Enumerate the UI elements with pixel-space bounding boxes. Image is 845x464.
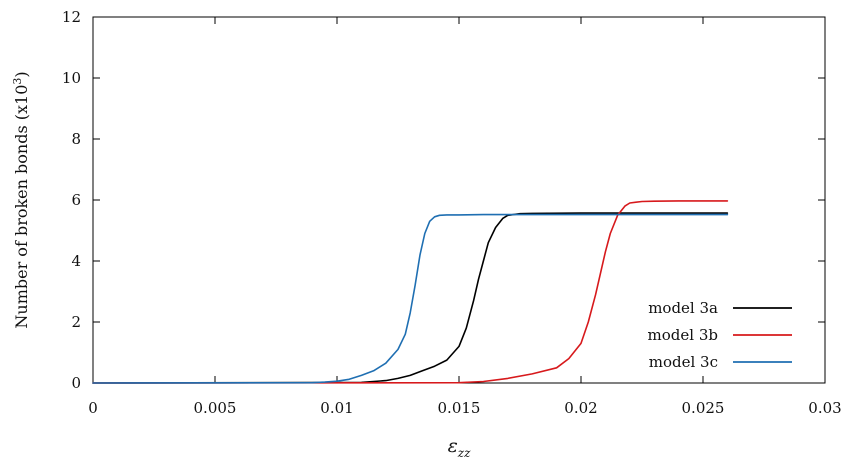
x-tick-label: 0.02 — [564, 399, 597, 417]
legend-label: model 3b — [648, 326, 718, 344]
x-tick-label: 0.015 — [438, 399, 481, 417]
x-tick-label: 0.025 — [682, 399, 725, 417]
series-layer — [92, 200, 729, 384]
y-tick-label: 2 — [71, 313, 81, 331]
x-tick-label: 0.005 — [194, 399, 237, 417]
x-axis-ticks: 0 0.005 0.01 0.015 0.02 0.025 0.03 — [88, 17, 842, 417]
y-tick-label: 6 — [71, 191, 81, 209]
legend-label: model 3c — [649, 353, 718, 371]
x-axis-title-main: ε — [448, 435, 458, 457]
series-line-model-3a — [92, 212, 729, 384]
y-tick-label: 8 — [71, 130, 81, 148]
x-axis-title-sub: zz — [457, 446, 471, 460]
x-tick-label: 0.03 — [808, 399, 841, 417]
legend-label: model 3a — [648, 299, 718, 317]
x-tick-label: 0.01 — [320, 399, 353, 417]
y-axis-title: Number of broken bonds (x103) — [11, 71, 31, 328]
y-axis-ticks: 0 2 4 6 8 10 12 — [62, 8, 825, 392]
series-line-model-3c — [92, 213, 729, 384]
y-tick-label: 4 — [71, 252, 81, 270]
y-tick-label: 0 — [71, 374, 81, 392]
x-axis-title: εzz — [448, 435, 472, 460]
x-tick-label: 0 — [88, 399, 98, 417]
y-tick-label: 12 — [62, 8, 81, 26]
y-axis-title-end: ) — [12, 71, 31, 77]
y-tick-label: 10 — [62, 69, 81, 87]
series-line-model-3b — [92, 200, 729, 384]
legend: model 3a model 3b model 3c — [648, 299, 792, 371]
y-axis-title-main: Number of broken bonds (x10 — [12, 85, 31, 329]
y-axis-title-sup: 3 — [11, 78, 24, 85]
